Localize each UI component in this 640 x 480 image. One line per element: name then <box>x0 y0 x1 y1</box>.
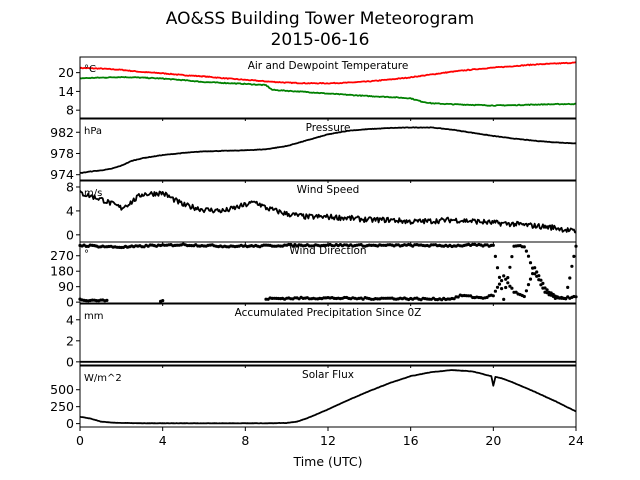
wind-direction-point <box>504 277 508 281</box>
x-tick-label: 12 <box>320 433 336 448</box>
wind-direction-point <box>506 281 510 285</box>
y-tick-label: 4 <box>66 203 74 218</box>
wind-direction-point <box>528 277 533 281</box>
series-2-line <box>79 76 577 107</box>
series-2-points <box>78 266 578 303</box>
y-tick-label: 500 <box>50 382 74 397</box>
series-1-line <box>79 190 577 234</box>
series-1-points <box>78 242 578 301</box>
wind-direction-point <box>568 276 572 280</box>
panel-1: 8 14 20 Air and Dewpoint Temperature °C <box>58 56 577 121</box>
y-tick-label: 8 <box>66 179 74 194</box>
wind-direction-point <box>535 270 539 274</box>
series-1-line <box>79 61 577 85</box>
panel-title: Wind Direction <box>289 245 366 257</box>
wind-direction-point <box>526 283 531 287</box>
panel-unit: m/s <box>84 188 102 199</box>
wind-direction-point <box>508 265 512 269</box>
wind-direction-point <box>545 288 549 292</box>
x-tick-label: 4 <box>159 433 167 448</box>
wind-direction-point <box>493 254 497 258</box>
wind-direction-point <box>526 254 531 258</box>
wind-direction-point <box>510 286 514 290</box>
y-tick-label: 14 <box>58 84 74 99</box>
wind-direction-point <box>531 272 535 276</box>
wind-direction-point <box>497 275 502 279</box>
y-tick-label: 0 <box>66 416 74 431</box>
panel-unit: hPa <box>84 126 102 137</box>
y-tick-label: 8 <box>66 103 74 118</box>
wind-direction-point <box>539 278 543 282</box>
panel-title: Pressure <box>306 122 351 134</box>
x-tick-label: 24 <box>568 433 584 448</box>
panel-title: Air and Dewpoint Temperature <box>248 60 409 72</box>
wind-direction-point <box>497 282 502 286</box>
wind-direction-point <box>528 261 533 265</box>
y-tick-label: 4 <box>66 312 74 327</box>
x-axis: 0 4 8 12 16 20 24 <box>76 433 584 448</box>
x-tick-label: 0 <box>76 433 84 448</box>
y-tick-label: 974 <box>50 167 74 182</box>
wind-direction-point <box>566 285 570 289</box>
y-tick-label: 20 <box>58 65 74 80</box>
wind-direction-point <box>533 266 537 270</box>
x-axis-label: Time (UTC) <box>292 454 362 469</box>
y-tick-label: 2 <box>66 333 74 348</box>
panel-unit: W/m^2 <box>84 373 122 384</box>
chart-title: AO&SS Building Tower Meteorogram <box>166 9 474 29</box>
wind-direction-point <box>543 286 547 290</box>
panel-6: 0 250 500 Solar Flux W/m^2 <box>50 365 577 431</box>
y-tick-label: 982 <box>50 125 74 140</box>
wind-direction-point <box>524 249 529 253</box>
panel-unit: ° <box>84 249 89 260</box>
wind-direction-point <box>570 264 574 268</box>
wind-direction-point <box>161 299 165 303</box>
wind-direction-point <box>500 287 504 291</box>
x-tick-label: 8 <box>241 433 249 448</box>
panel-2: 974 978 982 Pressure hPa <box>50 118 577 183</box>
wind-direction-point <box>508 284 512 288</box>
y-tick-label: 0 <box>66 227 74 242</box>
wind-direction-point <box>510 255 514 259</box>
panel-title: Wind Speed <box>297 184 360 196</box>
y-tick-label: 250 <box>50 399 74 414</box>
wind-direction-point <box>500 279 504 283</box>
wind-direction-point <box>502 297 506 301</box>
wind-direction-point <box>524 289 529 293</box>
x-tick-label: 16 <box>403 433 419 448</box>
y-tick-label: 0 <box>66 295 74 310</box>
series-1-line <box>79 369 577 425</box>
wind-direction-point <box>493 289 497 293</box>
y-tick-label: 180 <box>50 264 74 279</box>
wind-direction-point <box>504 285 508 290</box>
wind-direction-point <box>456 295 460 299</box>
y-tick-label: 0 <box>66 354 74 369</box>
y-tick-label: 270 <box>50 248 74 263</box>
panel-5: 0 2 4 Accumulated Precipitation Since 0Z mm <box>66 303 577 369</box>
wind-direction-point <box>495 266 500 270</box>
wind-direction-point <box>491 243 495 247</box>
wind-direction-point <box>502 274 506 278</box>
panel-unit: °C <box>84 64 96 75</box>
y-tick-label: 978 <box>50 146 74 161</box>
x-tick-label: 20 <box>485 433 501 448</box>
panel-title: Accumulated Precipitation Since 0Z <box>235 307 422 319</box>
wind-direction-point <box>522 245 526 249</box>
wind-direction-point <box>541 281 545 285</box>
panel-title: Solar Flux <box>302 369 354 381</box>
chart-subtitle: 2015-06-16 <box>271 30 370 50</box>
y-tick-label: 90 <box>58 279 74 294</box>
wind-direction-point <box>105 298 109 302</box>
series-1-line <box>79 126 577 174</box>
wind-direction-point <box>537 274 541 278</box>
wind-direction-point <box>522 294 526 299</box>
wind-direction-point <box>491 294 495 298</box>
panel-3: 0 4 8 Wind Speed m/s <box>66 179 577 245</box>
wind-direction-point <box>572 254 576 258</box>
panel-unit: mm <box>84 311 103 322</box>
wind-direction-point <box>495 285 500 289</box>
